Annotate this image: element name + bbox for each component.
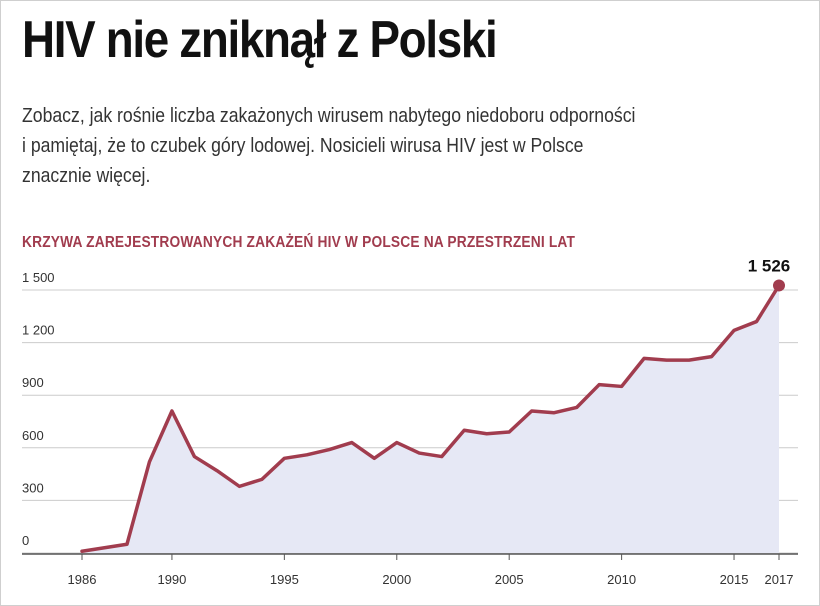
- data-point: [327, 448, 331, 452]
- subtitle: Zobacz, jak rośnie liczba zakażonych wir…: [22, 101, 796, 191]
- x-tick-label: 1986: [68, 572, 97, 587]
- data-point: [147, 460, 151, 464]
- x-tick-label: 2005: [495, 572, 524, 587]
- data-point: [665, 358, 669, 362]
- page-title: HIV nie zniknął z Polski: [22, 11, 498, 69]
- y-tick-label: 1 500: [22, 270, 55, 285]
- series-line: [80, 283, 781, 553]
- data-point: [530, 409, 534, 413]
- data-point: [462, 428, 466, 432]
- data-point: [732, 328, 736, 332]
- y-tick-label: 600: [22, 428, 44, 443]
- subtitle-line: Zobacz, jak rośnie liczba zakażonych wir…: [22, 104, 636, 127]
- data-point: [417, 451, 421, 455]
- data-point: [170, 409, 174, 413]
- data-point: [687, 358, 691, 362]
- highlight-label: 1 526: [748, 256, 791, 275]
- data-point: [215, 469, 219, 473]
- data-point: [237, 484, 241, 488]
- x-tick-label: 2010: [607, 572, 636, 587]
- x-tick-label: 2015: [720, 572, 749, 587]
- data-point: [282, 456, 286, 460]
- data-point: [372, 456, 376, 460]
- x-tick-label: 2017: [765, 572, 794, 587]
- data-point: [710, 355, 714, 359]
- y-tick-label: 900: [22, 375, 44, 390]
- x-tick-label: 1995: [270, 572, 299, 587]
- data-point: [575, 405, 579, 409]
- data-point: [642, 356, 646, 360]
- y-tick-label: 0: [22, 533, 29, 548]
- highlight-point: [773, 279, 785, 292]
- data-point: [125, 542, 129, 546]
- y-tick-label: 300: [22, 480, 44, 495]
- x-tick-label: 1990: [157, 572, 186, 587]
- data-point: [597, 383, 601, 387]
- data-point: [507, 430, 511, 434]
- data-point: [552, 411, 556, 415]
- y-tick-label: 1 200: [22, 323, 55, 338]
- data-point: [260, 477, 264, 481]
- data-point: [192, 455, 196, 459]
- data-point: [755, 320, 759, 324]
- data-point: [620, 384, 624, 388]
- data-point: [485, 432, 489, 436]
- x-tick-label: 2000: [382, 572, 411, 587]
- data-point: [80, 549, 84, 553]
- subtitle-line: i pamiętaj, że to czubek góry lodowej. N…: [22, 134, 584, 157]
- chart-title: KRZYWA ZAREJESTROWANYCH ZAKAŻEŃ HIV W PO…: [22, 234, 576, 251]
- data-point: [440, 455, 444, 459]
- area-fill: [82, 285, 779, 553]
- data-point: [305, 453, 309, 457]
- subtitle-line: znacznie więcej.: [22, 164, 151, 187]
- data-point: [350, 441, 354, 445]
- data-point: [395, 441, 399, 445]
- data-point: [102, 546, 106, 550]
